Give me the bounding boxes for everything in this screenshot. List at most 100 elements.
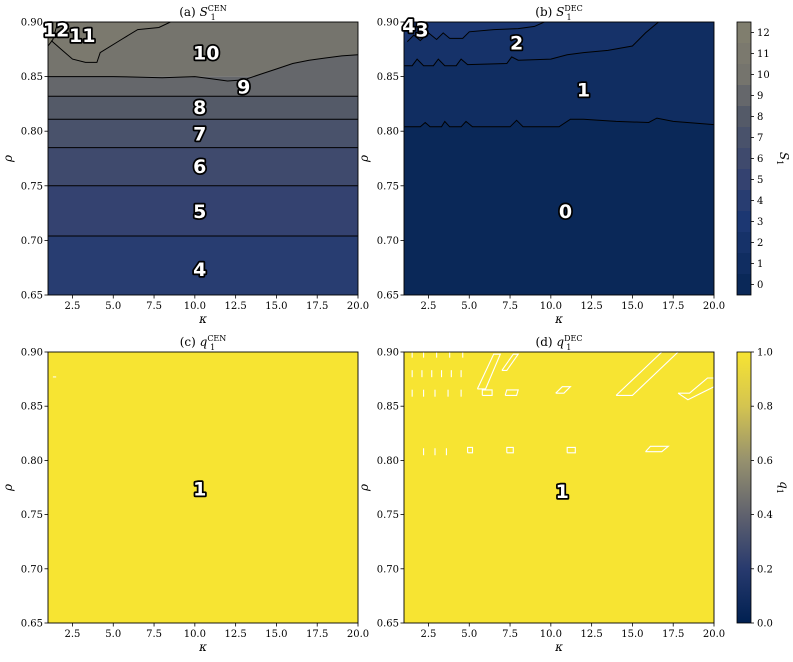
colorbar-step: [737, 43, 751, 64]
colorbar-q: 0.0 0.2 0.4 0.6 0.8 1.0 q1: [736, 348, 791, 630]
y-tick-label: 0.70: [377, 236, 399, 247]
y-tick-label: 0.65: [21, 619, 43, 630]
colorbar-tick-label: 8: [757, 112, 763, 123]
white-contour: [566, 446, 576, 454]
contour-label-1: 1: [577, 80, 590, 102]
y-tick-label: 0.75: [377, 510, 399, 521]
x-tick-label: 5.0: [105, 629, 121, 640]
y-tick-label: 0.65: [377, 619, 399, 630]
x-axis-label: κ: [198, 640, 207, 654]
y-tick-label: 0.70: [377, 564, 399, 575]
colorbar-tick-label: 12: [757, 28, 770, 39]
y-tick-label: 0.75: [21, 181, 43, 192]
axes-frame: [403, 21, 715, 296]
q-fill: [404, 352, 714, 623]
contour-label-10: 10: [193, 43, 219, 65]
x-tick-label: 17.5: [306, 301, 328, 312]
x-tick-label: 7.5: [502, 629, 518, 640]
panel-title: (b) SDEC 1: [535, 4, 582, 22]
x-tick-label: 10.0: [184, 301, 206, 312]
colorbar-step: [737, 232, 751, 253]
white-contour: [555, 386, 572, 394]
x-tick-label: 12.5: [224, 629, 246, 640]
x-tick-label: 15.0: [265, 301, 287, 312]
contour-label-3: 3: [415, 20, 428, 42]
y-tick-label: 0.80: [21, 127, 43, 138]
x-tick-label: 10.0: [540, 301, 562, 312]
x-tick-label: 12.5: [224, 301, 246, 312]
y-tick-label: 0.80: [21, 456, 43, 467]
panel-title: (a) SCEN 1: [179, 4, 227, 22]
contour-label-0: 0: [559, 201, 572, 223]
plot-area: [48, 22, 358, 295]
y-tick-label: 0.70: [21, 236, 43, 247]
colorbar-label: q1: [775, 481, 791, 494]
colorbar-step: [737, 22, 751, 43]
white-contour: [501, 353, 520, 371]
x-tick-label: 20.0: [347, 629, 369, 640]
colorbar-tick-label: 0: [757, 280, 763, 291]
y-tick-label: 0.90: [21, 348, 43, 359]
colorbar-tick-label: 6: [757, 154, 763, 165]
y-axis-label: ρ: [1, 484, 15, 492]
contour-label-1: 1: [193, 479, 206, 501]
colorbar-tick-label: 10: [757, 70, 770, 81]
panel-a: 2.5 5.0 7.5 10.0 12.5 15.0 17.5 20.0 0.65 0.70 0.7…: [1, 4, 369, 326]
colorbar-step: [737, 169, 751, 190]
colorbar-tick-label: 7: [757, 133, 763, 144]
contour-label-2: 2: [510, 33, 523, 55]
panel-title: (c) qCEN 1: [180, 334, 227, 352]
colorbar-step: [737, 148, 751, 169]
panel-d: 2.5 5.0 7.5 10.0 12.5 15.0 17.5 20.0 0.65 0.70 0.7…: [357, 334, 725, 654]
colorbar-tick-label: 0.6: [757, 456, 773, 467]
x-tick-label: 10.0: [184, 629, 206, 640]
colorbar-tick-label: 0.0: [757, 619, 773, 630]
x-tick-label: 2.5: [421, 301, 437, 312]
colorbar-tick-label: 2: [757, 238, 763, 249]
contour-label-5: 5: [193, 201, 206, 223]
x-tick-label: 15.0: [621, 301, 643, 312]
region-9: [48, 54, 358, 97]
y-tick-label: 0.90: [377, 348, 399, 359]
contour-label-12: 12: [43, 20, 69, 42]
contour-label-6: 6: [193, 156, 206, 178]
x-tick-label: 15.0: [621, 629, 643, 640]
plot-area: [404, 352, 714, 623]
white-contour: [504, 389, 519, 396]
colorbar-tick-label: 0.4: [757, 510, 773, 521]
q-fill: [48, 352, 358, 623]
contour-line: [48, 54, 358, 82]
region-12: [48, 22, 58, 46]
white-contour: [467, 446, 474, 454]
contour-label-1: 1: [556, 481, 569, 503]
x-tick-label: 12.5: [580, 301, 602, 312]
y-tick-label: 0.85: [377, 402, 399, 413]
colorbar-tick-label: 9: [757, 91, 763, 102]
contour-line: [404, 117, 714, 128]
x-tick-label: 17.5: [306, 629, 328, 640]
x-tick-label: 15.0: [265, 629, 287, 640]
colorbar-tick-label: 4: [757, 196, 763, 207]
colorbar-tick-label: 1.0: [757, 348, 773, 359]
axes-frame: [47, 351, 359, 624]
region-11: [48, 22, 171, 63]
x-tick-label: 2.5: [65, 301, 81, 312]
level-band-4: [48, 236, 358, 295]
x-axis-label: κ: [198, 312, 207, 326]
white-contour: [506, 446, 514, 454]
axes-frame: [403, 351, 715, 624]
x-axis-label: κ: [554, 312, 563, 326]
contour-label-9: 9: [237, 76, 250, 98]
y-tick-label: 0.90: [21, 18, 43, 29]
region-4: [404, 22, 414, 32]
colorbar-step: [737, 64, 751, 85]
y-tick-label: 0.65: [21, 291, 43, 302]
level-band-5: [48, 185, 358, 237]
colorbar-label: S1: [775, 152, 791, 165]
y-tick-label: 0.75: [21, 510, 43, 521]
x-tick-label: 10.0: [540, 629, 562, 640]
white-contour: [615, 352, 679, 396]
contour-line: [50, 22, 171, 63]
x-tick-label: 2.5: [65, 629, 81, 640]
